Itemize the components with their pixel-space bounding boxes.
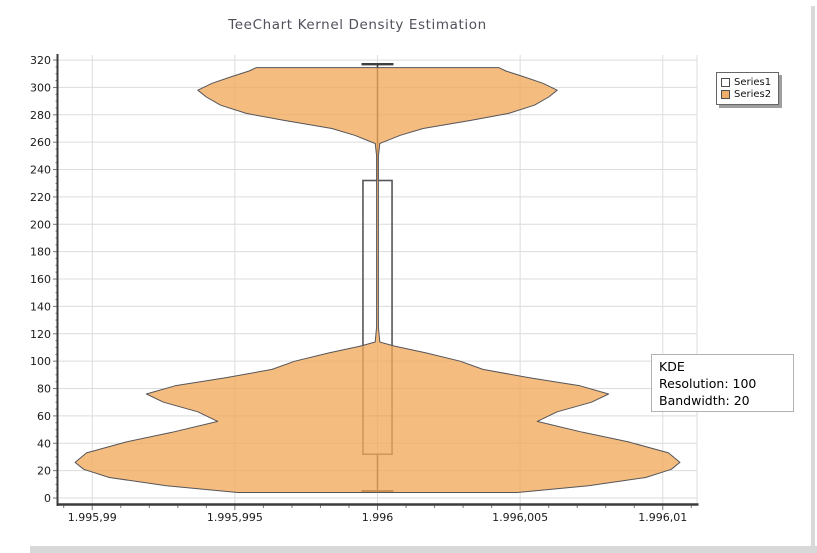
y-tick-label: 0 xyxy=(44,492,51,505)
y-tick-label: 220 xyxy=(30,191,51,204)
y-tick-label: 160 xyxy=(30,273,51,286)
x-tick-label: 1.996,01 xyxy=(638,511,687,524)
x-tick-label: 1.996 xyxy=(362,511,394,524)
y-tick-label: 20 xyxy=(37,465,51,478)
y-tick-label: 260 xyxy=(30,136,51,149)
y-tick-label: 60 xyxy=(37,410,51,423)
y-tick-label: 180 xyxy=(30,246,51,259)
legend-marker-icon xyxy=(721,90,730,99)
x-tick-label: 1.996,005 xyxy=(492,511,548,524)
y-tick-label: 320 xyxy=(30,54,51,67)
y-tick-label: 140 xyxy=(30,300,51,313)
axis-lines xyxy=(56,54,699,506)
x-tick-label: 1.995,99 xyxy=(68,511,117,524)
chart-title: TeeChart Kernel Density Estimation xyxy=(228,17,487,33)
window-frame-bottom xyxy=(30,546,817,553)
y-tick-label: 300 xyxy=(30,81,51,94)
legend-marker-icon xyxy=(721,78,730,87)
axis-ticks: 0 20 40 60 80 100 120 140 160 180 200 220 240 260 280 3… xyxy=(30,54,692,524)
legend[interactable]: Series1 Series2 xyxy=(716,72,780,105)
annotation-line: Bandwidth: 20 xyxy=(659,393,750,408)
legend-label: Series1 xyxy=(734,77,772,88)
y-tick-label: 240 xyxy=(30,164,51,177)
legend-item-series2[interactable]: Series2 xyxy=(721,89,771,100)
kde-annotation-box: KDE Resolution: 100 Bandwidth: 20 xyxy=(651,354,794,412)
y-tick-label: 280 xyxy=(30,109,51,122)
x-tick-label: 1.995,995 xyxy=(207,511,263,524)
y-tick-label: 100 xyxy=(30,355,51,368)
y-tick-label: 40 xyxy=(37,437,51,450)
legend-item-series1[interactable]: Series1 xyxy=(721,77,771,88)
y-tick-label: 200 xyxy=(30,218,51,231)
legend-label: Series2 xyxy=(734,89,772,100)
annotation-line: KDE xyxy=(659,359,685,374)
window-frame-right xyxy=(811,6,815,553)
y-tick-label: 120 xyxy=(30,328,51,341)
violin-shape xyxy=(74,67,681,493)
y-tick-label: 80 xyxy=(37,383,51,396)
violin-series xyxy=(74,67,681,493)
annotation-line: Resolution: 100 xyxy=(659,376,757,391)
